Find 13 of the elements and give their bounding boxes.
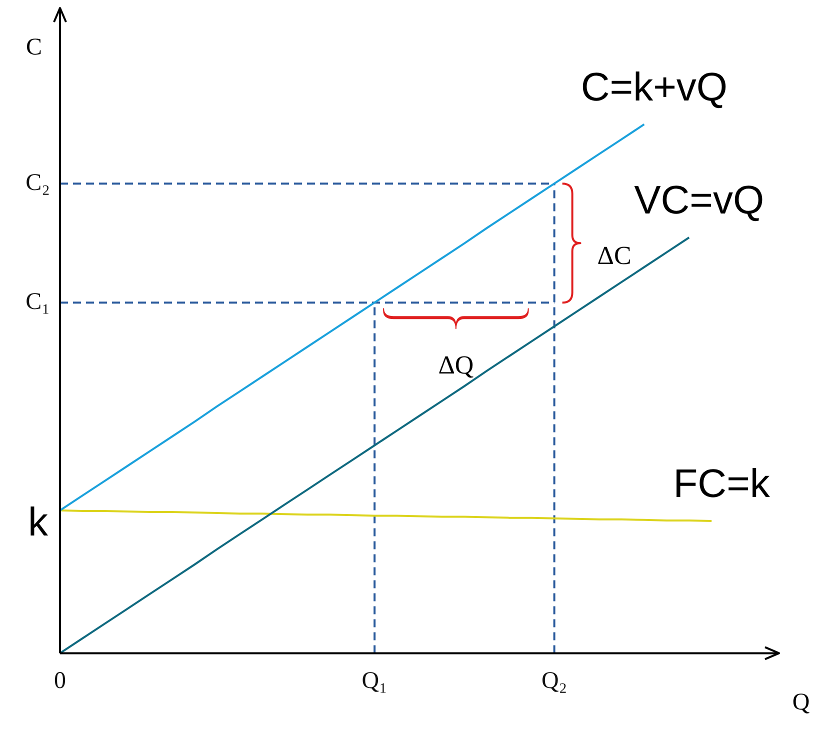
annotation: ΔC	[597, 240, 632, 270]
series-label: C=k+vQ	[580, 65, 728, 110]
ref-line-label: C₂	[26, 170, 50, 196]
x-tick-label: Q₂	[541, 668, 568, 694]
series-label: FC=k	[673, 462, 771, 506]
annotation: k	[28, 500, 49, 544]
x-axis-title: Q	[792, 689, 810, 716]
series-label: VC=vQ	[634, 178, 764, 223]
x-tick-label: 0	[54, 668, 66, 694]
y-axis-title: C	[26, 34, 42, 60]
annotation: ΔQ	[438, 350, 474, 380]
ref-line-label: C₁	[26, 288, 50, 315]
x-tick-label: Q₁	[362, 668, 388, 694]
